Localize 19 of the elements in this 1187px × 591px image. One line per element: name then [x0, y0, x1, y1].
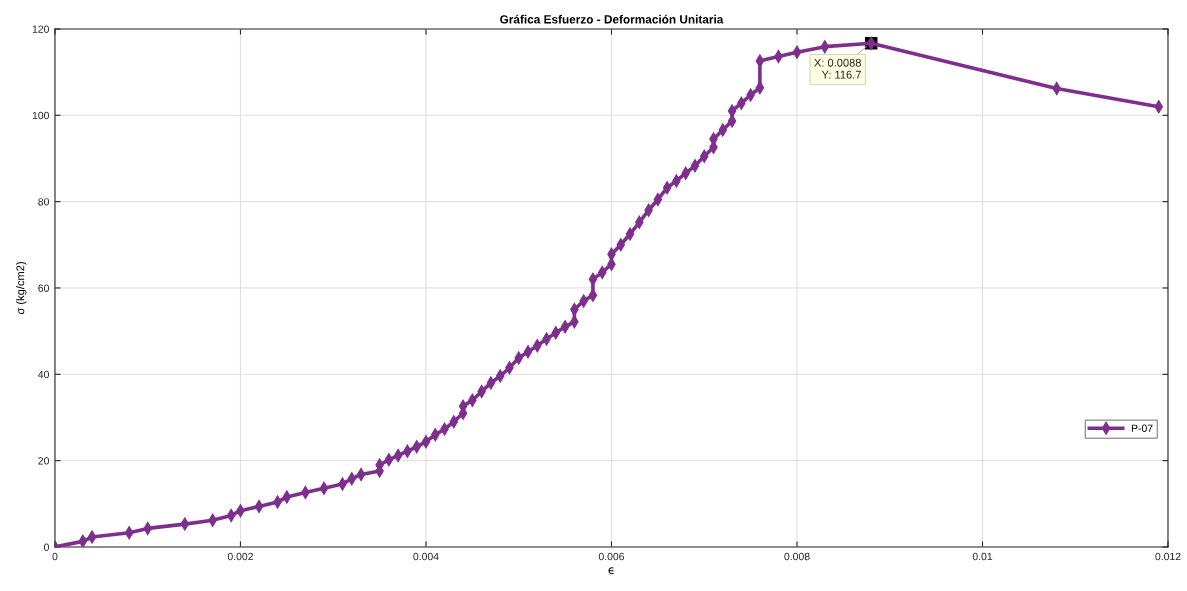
annotation: X: 0.0088 Y: 116.7 [814, 58, 861, 79]
chart-title: Gráfica Esfuerzo - Deformación Unitaria [500, 14, 724, 24]
y-tick-label: 100 [32, 111, 49, 120]
y-tick-label: 60 [38, 284, 49, 292]
x-tick-label: 0 [52, 552, 58, 561]
x-tick-label: 0.01 [972, 552, 993, 561]
x-tick-label: 0.004 [413, 552, 439, 561]
x-tick-label: 0.008 [784, 552, 810, 561]
y-tick-label: 0 [44, 543, 49, 551]
x-tick-label: 0.006 [598, 552, 625, 561]
y-tick-label: 120 [32, 25, 49, 33]
y-tick-label: 20 [38, 457, 49, 465]
legend-label: P-07 [1131, 424, 1153, 432]
x-tick-label: 0.002 [227, 552, 253, 561]
y-axis-title: σ (kg/cm2) [16, 262, 27, 315]
x-axis-title: ϵ [608, 567, 614, 575]
x-tick-label: 0.012 [1155, 552, 1181, 561]
y-tick-label: 80 [38, 198, 49, 206]
y-tick-label: 40 [38, 370, 49, 379]
